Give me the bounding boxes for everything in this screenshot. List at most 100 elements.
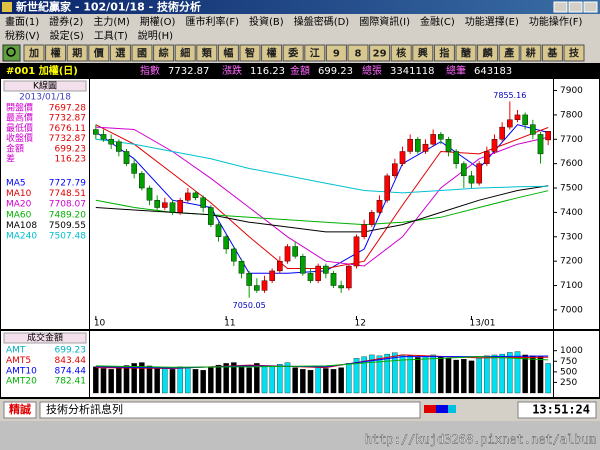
menu-item[interactable]: 說明(H) [138, 29, 173, 42]
toolbar-button[interactable] [433, 44, 455, 62]
minimize-button[interactable] [553, 1, 568, 13]
toolbar-label: 29 [373, 49, 387, 60]
menu-item[interactable]: 功能選擇(E) [465, 15, 519, 28]
volume-bar [468, 360, 475, 394]
candle-body [223, 236, 229, 250]
toolbar-button[interactable] [477, 44, 499, 62]
toolbar-button[interactable] [196, 44, 218, 62]
toolbar-button[interactable] [563, 44, 585, 62]
menu-item[interactable]: 證券(2) [49, 15, 83, 28]
toolbar-button[interactable] [88, 44, 110, 62]
maximize-button[interactable] [568, 1, 583, 13]
volume-bar [208, 367, 214, 394]
menu-item[interactable]: 稅務(V) [5, 29, 40, 42]
volume-bar [507, 352, 513, 394]
menu-item[interactable]: 工具(T) [94, 30, 128, 42]
candle-body [261, 280, 268, 291]
candle-body [323, 265, 329, 274]
toolbar-button[interactable] [23, 44, 45, 62]
volume-bar [100, 368, 107, 394]
side-label: 最高價 [6, 112, 33, 124]
toolbar-button[interactable] [131, 44, 153, 62]
ma-label: MA10 [6, 189, 32, 199]
toolbar-button[interactable] [541, 44, 563, 62]
toolbar-label: 江 [310, 47, 320, 60]
side-label: 差 [6, 153, 15, 165]
search-button[interactable] [2, 44, 21, 62]
volume-bar [438, 356, 444, 394]
toolbar-label: 國 [137, 48, 147, 60]
menu-item[interactable]: 期權(O) [140, 15, 176, 28]
info-label: 指數 [140, 64, 160, 77]
menu-item[interactable]: 主力(M) [93, 15, 130, 28]
info-bar: 指數 7732.87 漲跌 116.23 金額 699.23 總張 3341118 總筆 6431… [140, 64, 512, 77]
side-header-box [3, 80, 87, 92]
toolbar-button[interactable] [217, 44, 239, 62]
candle-body [330, 273, 337, 286]
toolbar-button[interactable] [520, 44, 542, 62]
toolbar-button[interactable] [45, 44, 67, 62]
candle-body [514, 114, 521, 120]
y-tick-label: 7600 [560, 159, 583, 169]
toolbar-button[interactable] [261, 44, 283, 62]
close-button[interactable] [583, 1, 598, 13]
brand-box [3, 401, 37, 419]
candle-body [131, 163, 137, 174]
volume-bar [169, 369, 176, 394]
candle-body [476, 163, 482, 184]
volume-bar [545, 363, 551, 394]
volume-bar [407, 355, 413, 394]
toolbar-button[interactable] [455, 44, 477, 62]
info-value: 3341118 [390, 66, 435, 77]
menu-item[interactable]: 金融(C) [420, 15, 455, 28]
volume-bar [231, 362, 237, 394]
amt-value: 843.44 [55, 356, 87, 366]
clock-box [517, 401, 597, 419]
volume-bar [445, 358, 452, 394]
toolbar-button[interactable] [498, 44, 520, 62]
menu-item[interactable]: 功能操作(F) [529, 15, 583, 28]
menu-item[interactable]: 國際資訊(I) [359, 15, 410, 28]
volume-bar [491, 354, 498, 394]
toolbar-button[interactable] [174, 44, 196, 62]
side-value: 699.23 [55, 144, 87, 154]
menu-item[interactable]: 匯市利率(F) [185, 15, 239, 28]
menu-item[interactable]: 畫面(1) [5, 15, 39, 28]
toolbar-label: 權 [51, 47, 61, 60]
menu-item[interactable]: 投資(B) [249, 15, 284, 28]
toolbar-button[interactable] [325, 44, 347, 62]
toolbar-button[interactable] [347, 44, 369, 62]
toolbar-button[interactable] [369, 44, 391, 62]
ma-label: MA108 [6, 221, 37, 231]
candle-body [545, 131, 551, 141]
side-value: 7697.28 [49, 104, 86, 114]
toolbar-button[interactable] [153, 44, 175, 62]
volume-bar [415, 357, 421, 394]
high-annotation: 7855.16 [493, 91, 526, 100]
toolbar-button[interactable] [282, 44, 304, 62]
candle-body [300, 256, 306, 274]
volume-bar [315, 366, 321, 394]
toolbar-label: 權 [267, 47, 277, 60]
toolbar-label: 選 [115, 47, 125, 60]
volume-bar [238, 365, 245, 394]
toolbar-buttons: 加權期價選國綜細類幅智權委江 9 8 29 核興指醣麟產耕基技 [23, 44, 585, 62]
volume-bar [93, 366, 99, 394]
candle-body [507, 119, 513, 128]
toolbar-button[interactable] [66, 44, 88, 62]
menu-item[interactable]: 設定(S) [50, 29, 84, 42]
volume-bar [261, 365, 268, 394]
toolbar-button[interactable] [390, 44, 412, 62]
menu-item[interactable]: 操盤密碼(D) [294, 15, 350, 28]
toolbar-button[interactable] [304, 44, 326, 62]
y-tick-label: 1000 [560, 346, 583, 356]
volume-bar [453, 359, 459, 394]
toolbar-button[interactable] [239, 44, 261, 62]
title-bar [0, 0, 600, 14]
toolbar-button[interactable] [109, 44, 131, 62]
volume-bar [330, 369, 337, 394]
candle-body [154, 200, 160, 208]
info-label: 金額 [290, 64, 310, 77]
toolbar-button[interactable] [412, 44, 434, 62]
candle-body [346, 265, 352, 289]
